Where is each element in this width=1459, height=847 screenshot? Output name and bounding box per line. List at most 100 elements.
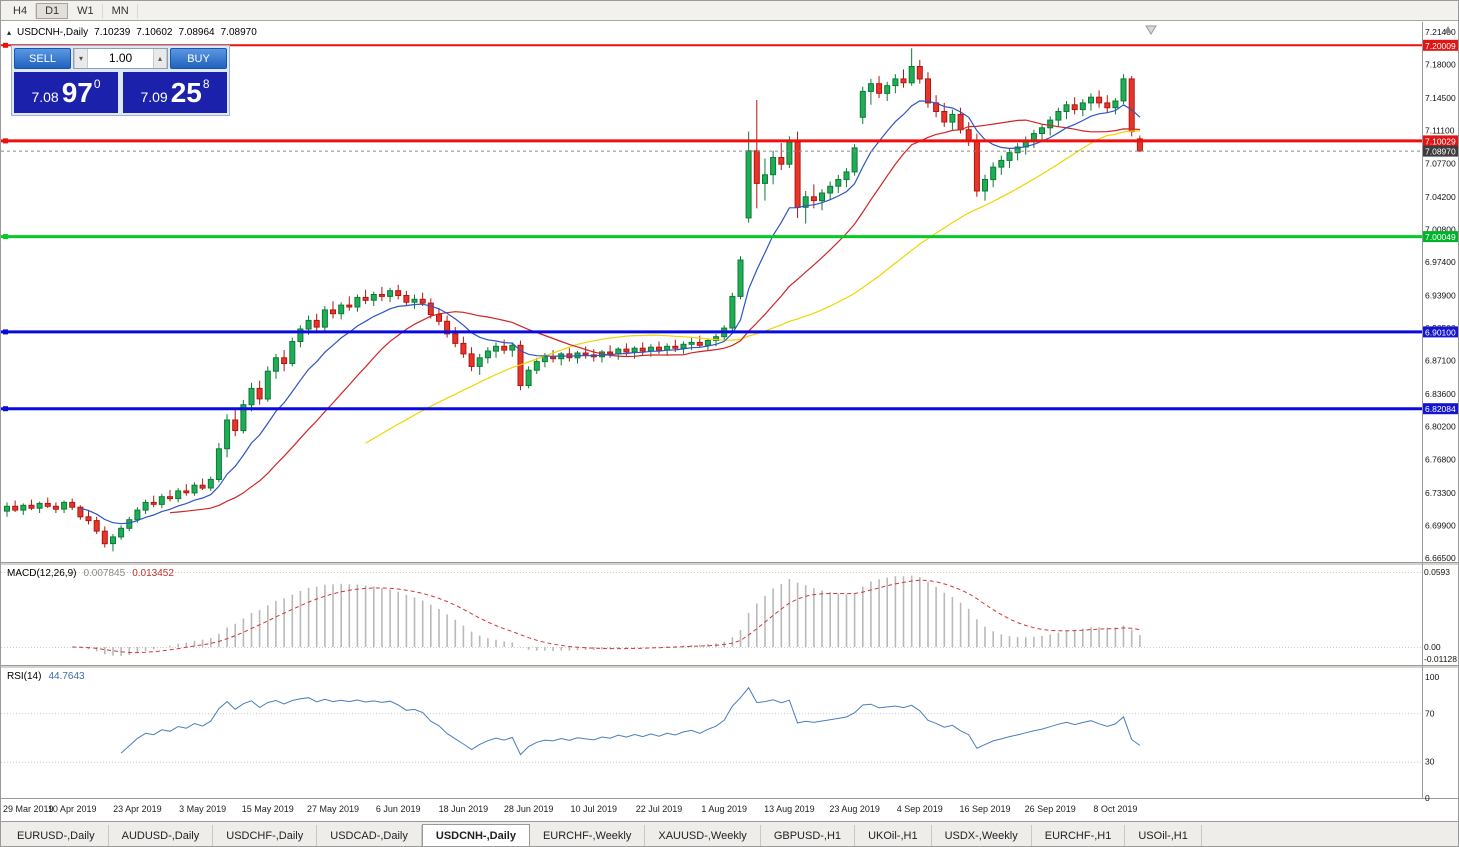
candle (786, 141, 793, 165)
buy-price-display[interactable]: 7.09 25 8 (123, 72, 227, 113)
sell-price-prefix: 7.08 (31, 88, 59, 105)
candle (289, 341, 296, 364)
candle (215, 448, 222, 480)
ohlc-low: 7.08964 (178, 27, 215, 38)
svg-text:7.10029: 7.10029 (1425, 136, 1456, 146)
volume-input[interactable]: 1.00 (108, 51, 133, 65)
candle (1047, 119, 1054, 129)
tab-audusd-daily[interactable]: AUDUSD-,Daily (109, 825, 214, 846)
candle (370, 294, 377, 301)
candle (411, 298, 418, 303)
sell-button[interactable]: SELL (14, 48, 71, 69)
svg-text:18 Jun 2019: 18 Jun 2019 (439, 804, 489, 814)
candle (876, 83, 883, 94)
candle (1055, 111, 1062, 121)
candle (118, 527, 125, 538)
candle (20, 504, 27, 511)
tab-ukoil-h1[interactable]: UKOil-,H1 (855, 825, 932, 846)
hline-handle[interactable] (3, 234, 8, 240)
candle (1071, 104, 1078, 111)
candle (688, 341, 695, 345)
candle (313, 319, 320, 328)
timeframe-mn-button[interactable]: MN (103, 2, 138, 19)
candle (631, 347, 638, 353)
svg-text:6.82084: 6.82084 (1425, 404, 1456, 414)
sell-price-display[interactable]: 7.08 97 0 (14, 72, 118, 113)
tab-gbpusd-h1[interactable]: GBPUSD-,H1 (761, 825, 856, 846)
svg-text:0.00: 0.00 (1424, 642, 1441, 652)
tab-usoil-h1[interactable]: USOil-,H1 (1125, 825, 1202, 846)
buy-button[interactable]: BUY (170, 48, 227, 69)
svg-text:1 Aug 2019: 1 Aug 2019 (701, 804, 747, 814)
candle (158, 496, 165, 505)
svg-text:28 Jun 2019: 28 Jun 2019 (504, 804, 554, 814)
candle (762, 174, 768, 184)
candle (93, 520, 100, 532)
candle (427, 302, 434, 316)
candle (884, 85, 891, 94)
rsi-pane[interactable] (1, 668, 1459, 799)
svg-text:23 Aug 2019: 23 Aug 2019 (829, 804, 880, 814)
tab-eurchf-weekly[interactable]: EURCHF-,Weekly (530, 825, 646, 846)
candle (1128, 78, 1135, 133)
candle (982, 179, 988, 192)
candle (419, 298, 426, 304)
svg-text:6.80200: 6.80200 (1425, 422, 1456, 432)
candle (191, 484, 198, 494)
candle (110, 536, 116, 545)
candle (1136, 138, 1143, 152)
candle (525, 369, 532, 387)
candle (468, 353, 475, 367)
main-chart-pane[interactable] (1, 22, 1459, 562)
tab-eurchf-h1[interactable]: EURCHF-,H1 (1032, 825, 1126, 846)
hline-handle[interactable] (3, 329, 8, 335)
timeframe-h4-button[interactable]: H4 (4, 2, 37, 19)
tab-usdchf-daily[interactable]: USDCHF-,Daily (213, 825, 318, 846)
tab-usdx-weekly[interactable]: USDX-,Weekly (932, 825, 1032, 846)
timeframe-d1-button[interactable]: D1 (36, 2, 69, 19)
candle (28, 504, 35, 509)
scroll-up-icon[interactable] (1444, 26, 1452, 33)
macd-pane[interactable] (1, 565, 1459, 665)
candle (256, 387, 263, 400)
candle (778, 157, 785, 165)
hline-handle[interactable] (3, 42, 8, 48)
candle (338, 304, 345, 315)
hline-handle[interactable] (3, 138, 8, 144)
candle (272, 357, 279, 372)
candle (509, 344, 516, 351)
volume-decrease-button[interactable]: ▾ (74, 49, 88, 68)
hline-handle[interactable] (3, 406, 8, 412)
candle (867, 83, 874, 92)
candle (990, 166, 997, 181)
buy-price-prefix: 7.09 (140, 88, 168, 105)
ohlc-high: 7.10602 (136, 27, 173, 38)
candle (639, 347, 646, 352)
pane-splitter-macd-rsi[interactable] (1, 665, 1459, 668)
ohlc-close: 7.08970 (220, 27, 257, 38)
price-tag (1423, 326, 1458, 338)
tab-usdcad-daily[interactable]: USDCAD-,Daily (317, 825, 422, 846)
candle (827, 185, 834, 194)
candle (436, 314, 442, 322)
candle (378, 294, 385, 297)
candle (207, 478, 214, 489)
tab-usdcnh-daily[interactable]: USDCNH-,Daily (421, 824, 530, 846)
macd-value: 0.007845 (83, 568, 126, 579)
volume-increase-button[interactable]: ▴ (153, 49, 167, 68)
pane-splitter-main-macd[interactable] (1, 562, 1459, 565)
candle (892, 78, 899, 87)
candle (745, 150, 752, 219)
candle (264, 370, 271, 400)
svg-text:6.73300: 6.73300 (1425, 488, 1456, 498)
candle (607, 351, 614, 355)
timeframe-w1-button[interactable]: W1 (68, 2, 103, 19)
tab-xauusd-weekly[interactable]: XAUUSD-,Weekly (645, 825, 761, 846)
tab-eurusd-daily[interactable]: EURUSD-,Daily (4, 825, 109, 846)
one-click-trading-panel: SELL ▾ 1.00 ▴ BUY 7.08 97 0 7.09 25 8 (11, 45, 230, 116)
volume-stepper[interactable]: ▾ 1.00 ▴ (73, 48, 168, 69)
svg-text:6.90100: 6.90100 (1425, 327, 1456, 337)
candle (142, 501, 149, 511)
candle (623, 348, 630, 353)
